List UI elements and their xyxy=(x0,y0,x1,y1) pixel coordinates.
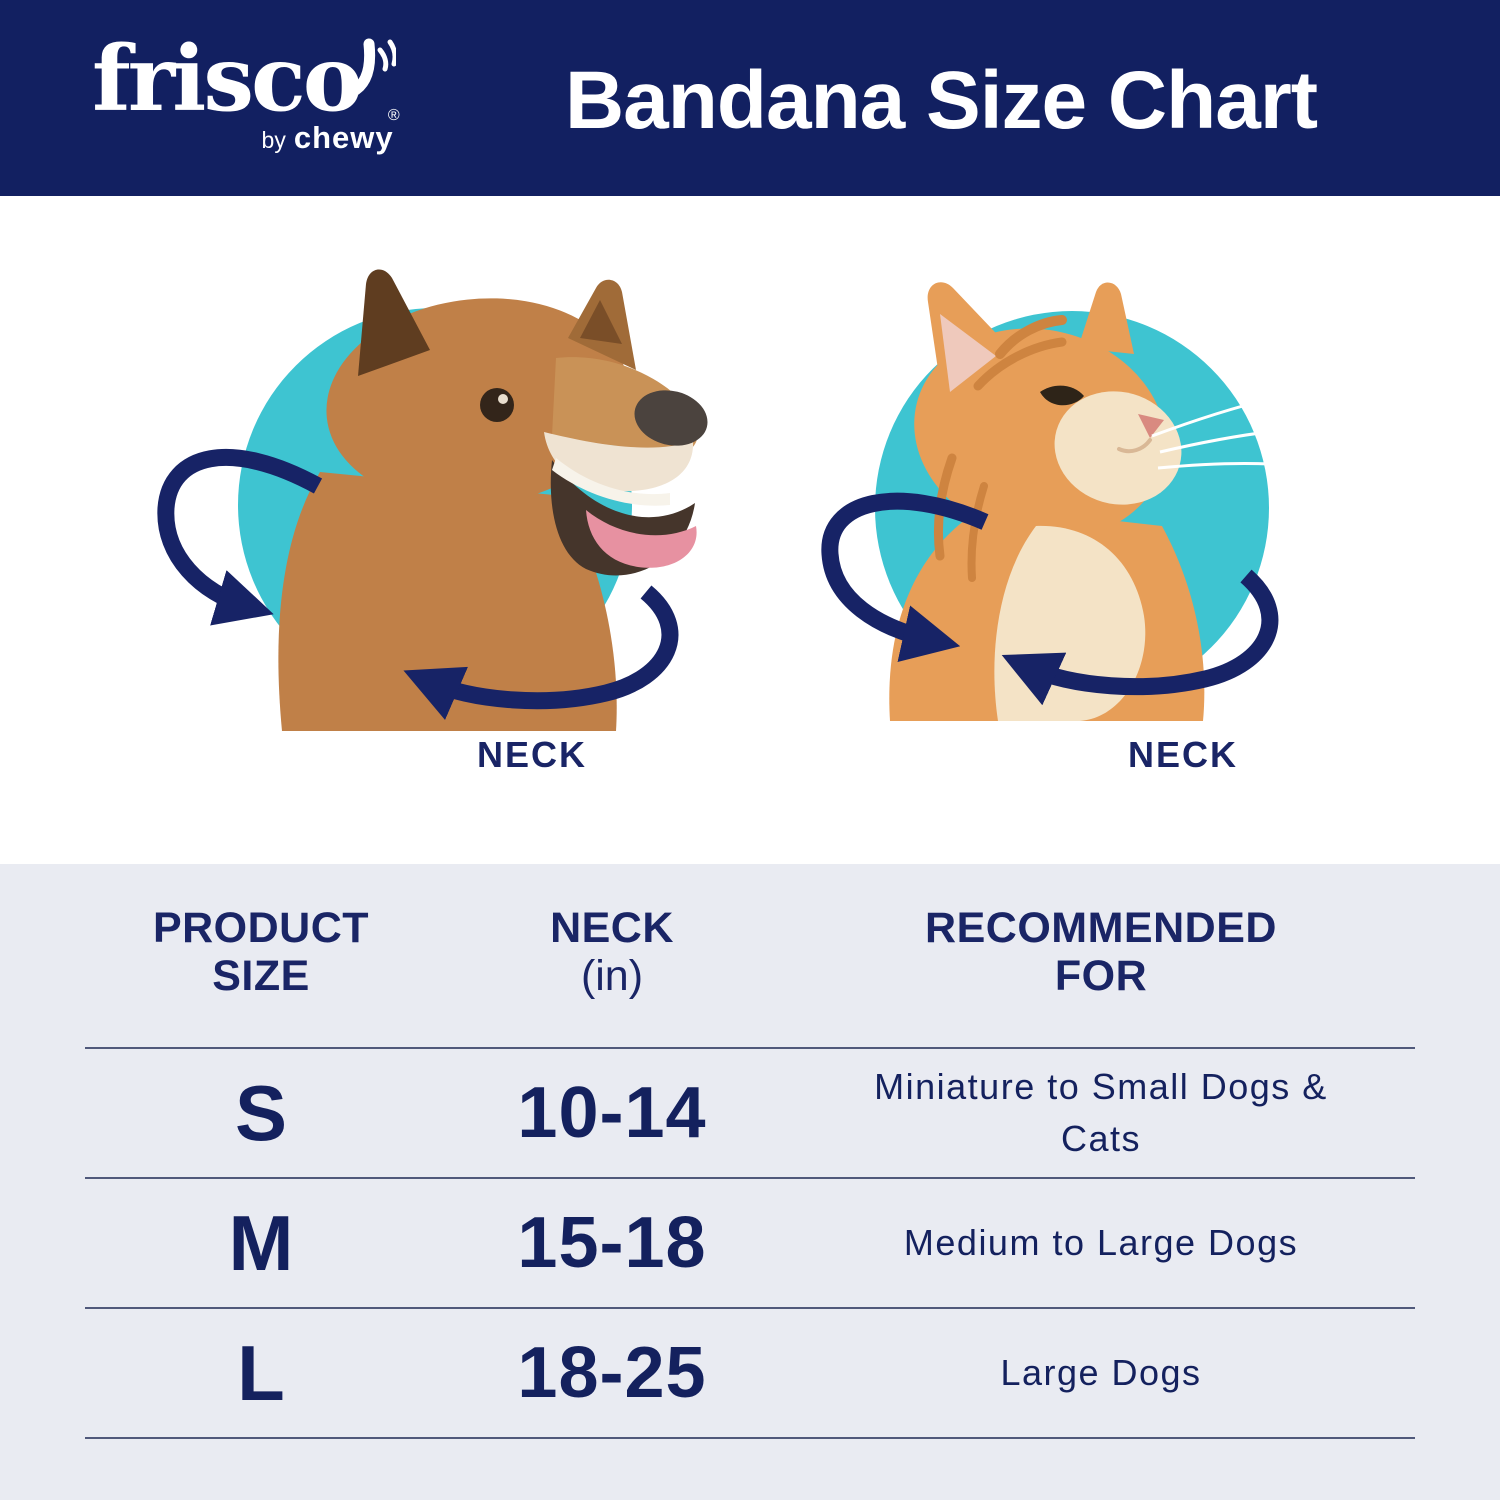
frisco-by-chewy-logo: frisco ® by chewy xyxy=(92,34,400,156)
column-header-recommended-for: RECOMMENDED FOR xyxy=(925,904,1277,1001)
recommended-for-value: Miniature to Small Dogs & Cats xyxy=(874,1065,1328,1159)
cat-neck-arrow-icon xyxy=(821,492,989,662)
dog-neck-arrow-icon xyxy=(157,448,323,626)
measurement-diagrams: NECK NECK xyxy=(0,196,1500,864)
registered-trademark: ® xyxy=(387,107,400,124)
table-row-large: L 18-25 Large Dogs xyxy=(85,1309,1415,1437)
table-row-small: S 10-14 Miniature to Small Dogs & Cats xyxy=(85,1049,1415,1177)
chewy-wordmark: chewy xyxy=(293,120,394,155)
cat-neck-arrow-icon xyxy=(1001,569,1279,706)
frisco-o-tail-icon xyxy=(346,36,398,103)
row-divider xyxy=(85,1177,1415,1179)
neck-range-value: 18-25 xyxy=(517,1333,707,1413)
table-header-row: PRODUCT SIZE NECK (in) RECOMMENDED FOR xyxy=(85,864,1415,1047)
cat-head-photo xyxy=(821,282,1317,721)
recommended-for-value: Large Dogs xyxy=(1000,1351,1202,1393)
header-bar: frisco ® by chewy Bandana Size Chart xyxy=(0,0,1500,196)
row-divider xyxy=(85,1307,1415,1309)
row-divider xyxy=(85,1437,1415,1439)
page-title: Bandana Size Chart xyxy=(564,55,1318,146)
table-row-medium: M 15-18 Medium to Large Dogs xyxy=(85,1179,1415,1307)
byline-by: by xyxy=(261,127,286,153)
frisco-wordmark: frisco xyxy=(92,26,363,132)
column-header-product-size: PRODUCT SIZE xyxy=(152,904,370,1001)
neck-range-value: 10-14 xyxy=(517,1073,707,1153)
neck-range-value: 15-18 xyxy=(517,1203,707,1283)
size-value: S xyxy=(234,1068,288,1157)
size-value: M xyxy=(228,1198,294,1287)
dog-neck-arrow-icon xyxy=(403,585,679,720)
size-table: PRODUCT SIZE NECK (in) RECOMMENDED FOR S… xyxy=(0,864,1500,1500)
recommended-for-value: Medium to Large Dogs xyxy=(903,1221,1299,1263)
cat-neck-label: NECK xyxy=(1127,734,1239,775)
pet-diagram-art xyxy=(157,269,1317,731)
dog-head-photo xyxy=(157,269,708,731)
row-divider xyxy=(85,1047,1415,1049)
dog-neck-label: NECK xyxy=(476,734,588,775)
size-value: L xyxy=(237,1328,285,1417)
column-header-neck-in: NECK (in) xyxy=(550,904,674,1001)
